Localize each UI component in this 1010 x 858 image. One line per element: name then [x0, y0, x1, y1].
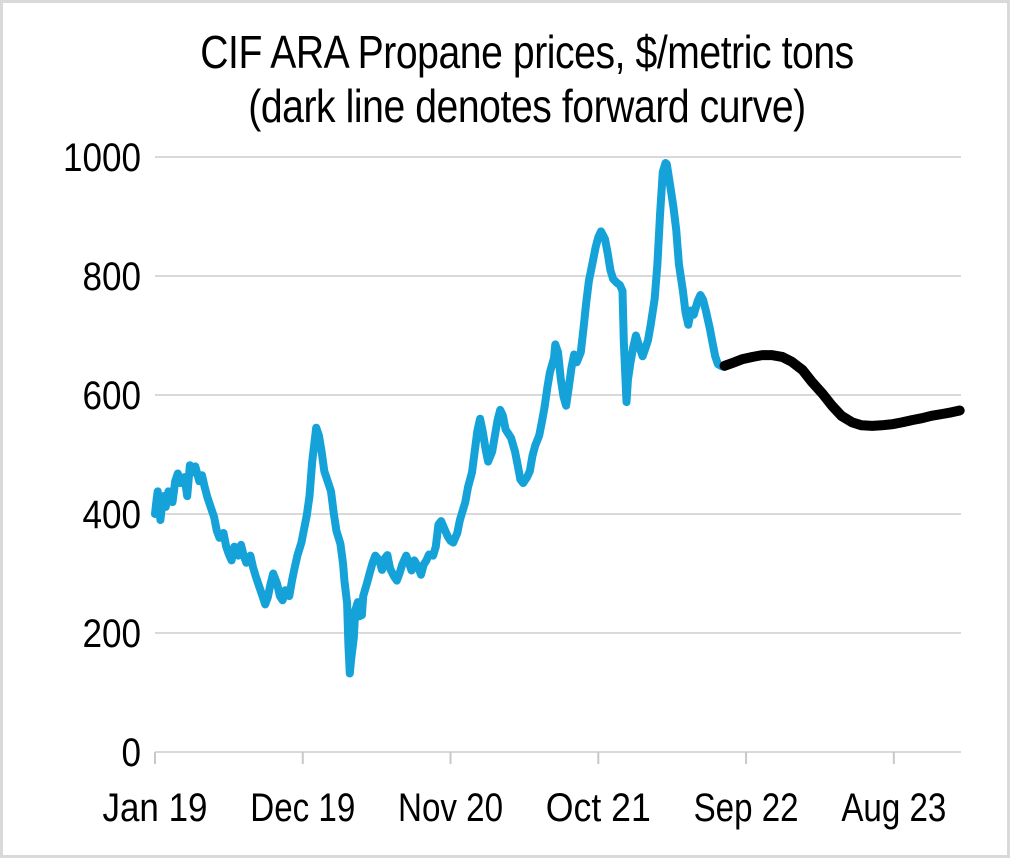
y-tick-label: 400: [83, 493, 142, 537]
chart-subtitle: (dark line denotes forward curve): [248, 80, 806, 132]
x-tick-label: Jan 19: [103, 786, 208, 830]
y-tick-label: 600: [83, 374, 142, 418]
x-tick-label: Aug 23: [841, 786, 946, 830]
historical-price-line: [151, 159, 729, 678]
x-tick-label: Oct 21: [546, 786, 651, 830]
y-tick-label: 0: [122, 731, 142, 775]
chart-plot-area: 0 200 400 600 800 1000 Jan 19 Dec 19 Nov 20 Oct 2…: [63, 136, 965, 830]
y-tick-label: 200: [83, 612, 142, 656]
chart-title-block: CIF ARA Propane prices, $/metric tons (d…: [122, 25, 931, 133]
x-tick-label: Sep 22: [694, 786, 799, 830]
chart-title: CIF ARA Propane prices, $/metric tons: [200, 26, 854, 78]
forward-curve-line: [719, 350, 965, 431]
x-tick-label: Nov 20: [398, 786, 503, 830]
x-tick-label: Dec 19: [250, 786, 355, 830]
y-tick-label: 800: [83, 255, 142, 299]
y-tick-label: 1000: [63, 136, 141, 180]
